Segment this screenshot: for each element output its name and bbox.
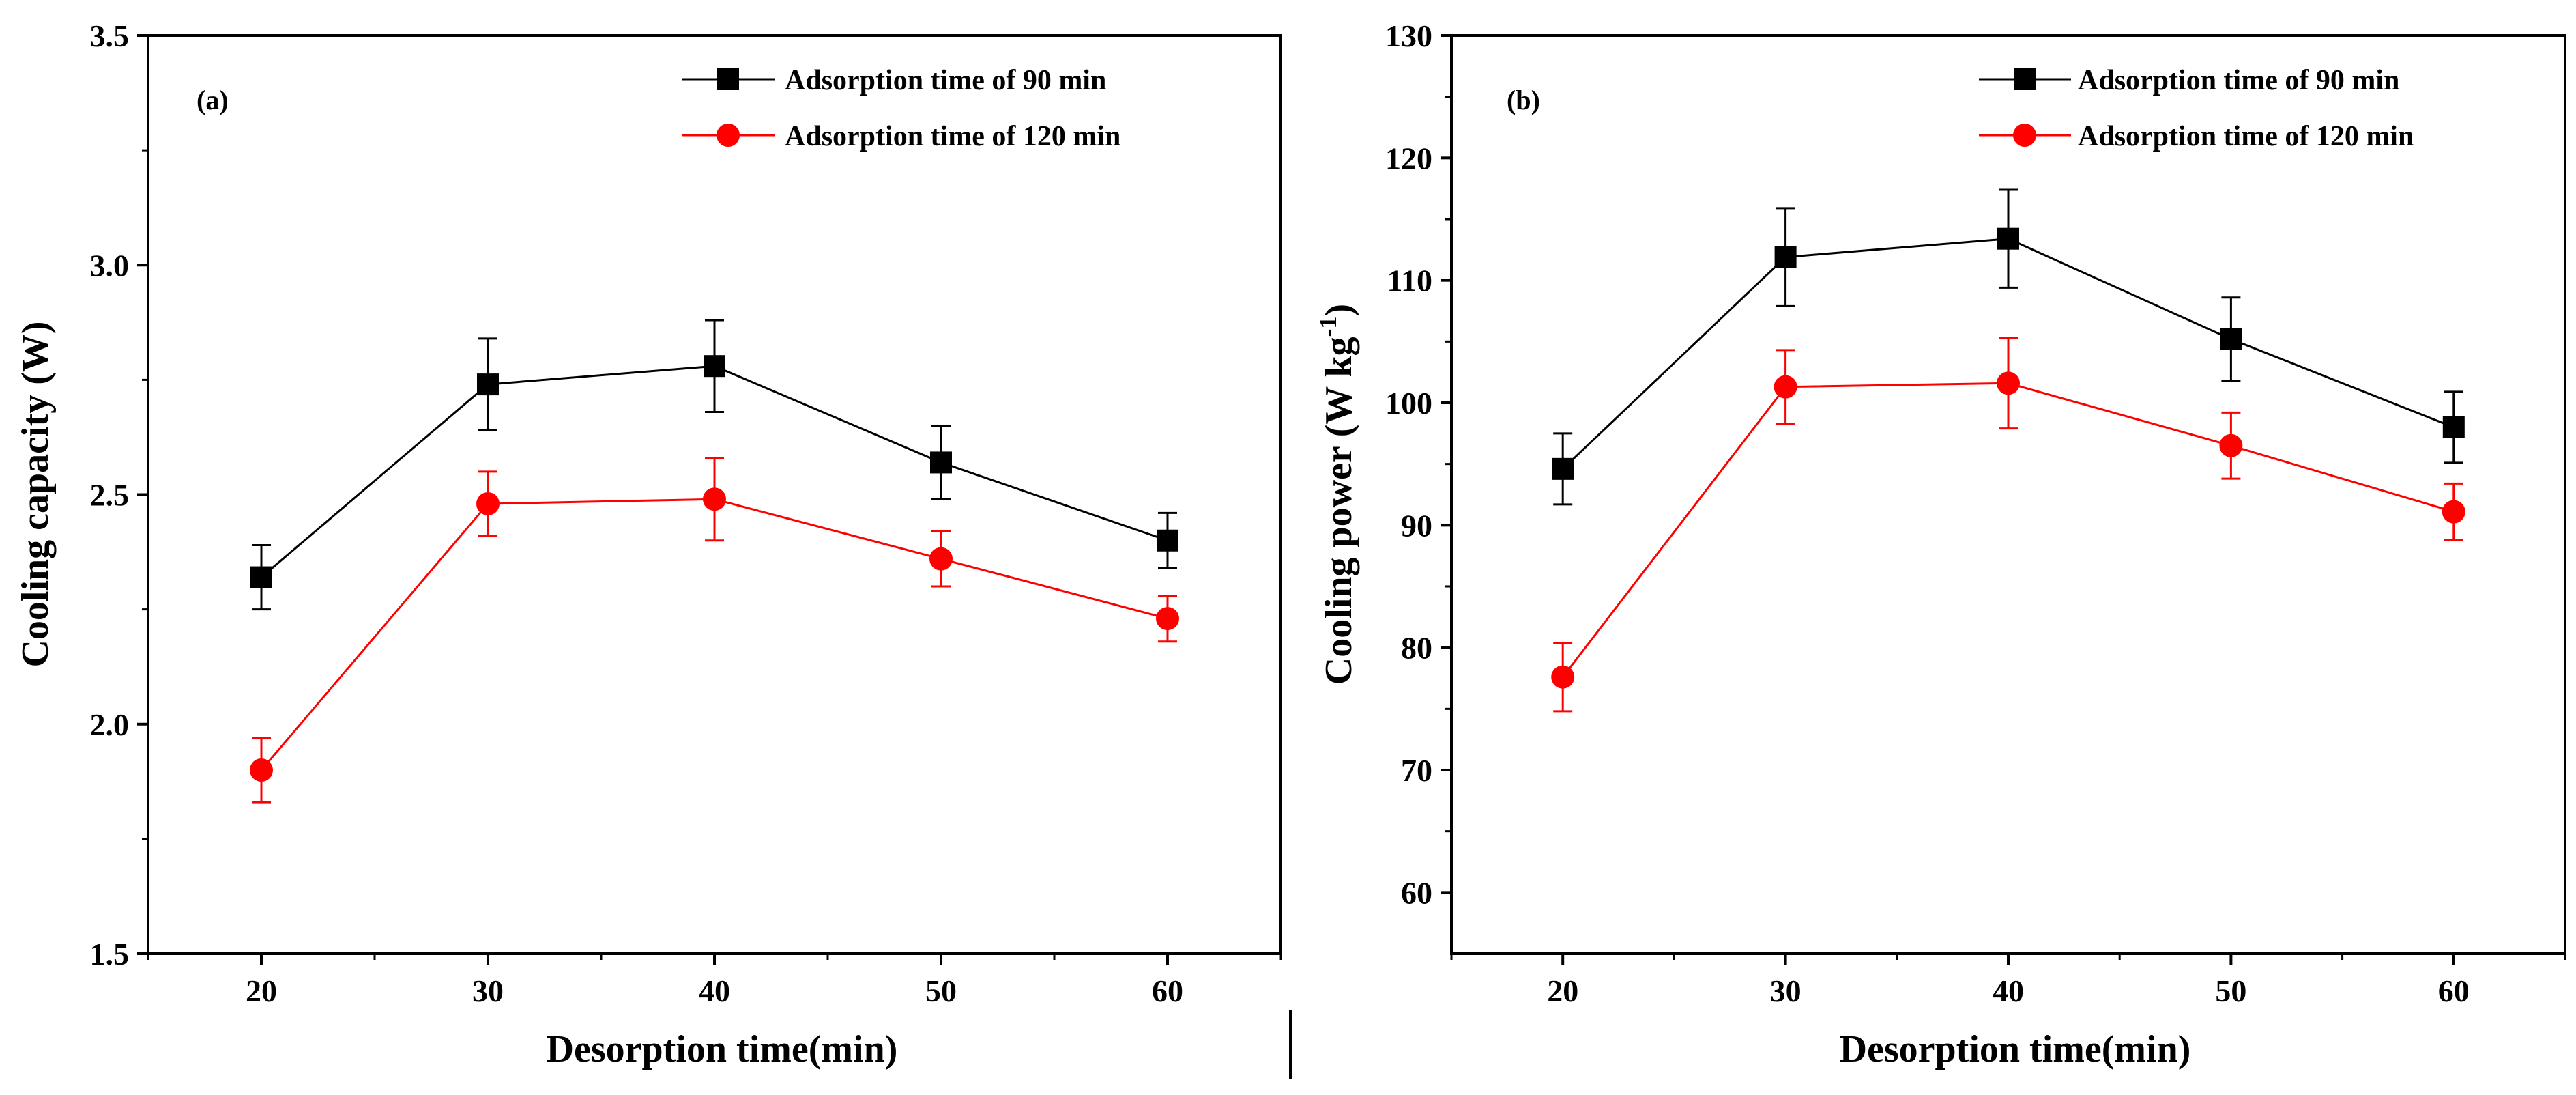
legend: Adsorption time of 90 min Adsorption tim… (682, 65, 1120, 152)
y-tick-label: 130 (1385, 18, 1432, 53)
y-tick-label: 80 (1401, 631, 1432, 666)
legend-marker-90 (2014, 68, 2036, 90)
series-square (250, 319, 1178, 611)
data-point (2219, 433, 2243, 457)
x-tick-label: 20 (1547, 973, 1578, 1008)
data-point (2442, 500, 2465, 524)
legend-label-90: Adsorption time of 90 min (2078, 65, 2399, 96)
panel-label: (a) (197, 85, 229, 115)
data-point (1156, 607, 1179, 631)
x-tick-label: 30 (1770, 973, 1801, 1008)
data-point (1552, 457, 1574, 480)
y-axis-title: Cooling power (W kg-1) (1314, 304, 1360, 685)
y-tick-label: 70 (1401, 753, 1432, 788)
legend-marker-90 (717, 68, 739, 90)
x-axis-title: Desorption time(min) (1840, 1028, 2191, 1070)
x-axis-title: Desorption time(min) (547, 1028, 898, 1070)
data-point (2442, 416, 2465, 438)
series-layer (250, 319, 1179, 804)
x-tick-labels: 20 30 40 50 60 (246, 973, 1183, 1008)
y-tick-label: 110 (1387, 264, 1432, 298)
x-tick-label: 40 (699, 973, 730, 1008)
data-point (704, 355, 725, 378)
y-tick-label: 2.5 (90, 478, 130, 513)
y-tick-labels: 1.5 2.0 2.5 3.0 3.5 (90, 18, 130, 971)
data-point (1774, 375, 1797, 399)
x-tick-labels: 20 30 40 50 60 (1547, 973, 2470, 1008)
y-tick-label: 3.0 (90, 248, 130, 283)
y-tick-label: 100 (1385, 386, 1432, 421)
y-tick-label: 1.5 (90, 937, 130, 971)
y-tick-label: 120 (1385, 141, 1432, 175)
tick-marks (137, 34, 1282, 965)
x-tick-label: 40 (1993, 973, 2024, 1008)
panel-b: 60 70 80 90 100 110 120 130 20 30 40 50 60 (b) Adso… (1314, 18, 2566, 1070)
y-axis-title: Cooling capacity (W) (14, 321, 57, 667)
data-point (250, 758, 273, 782)
x-tick-label: 60 (2438, 973, 2470, 1008)
y-axis-title-main: Cooling power (W kg (1318, 337, 1360, 685)
panel-label: (b) (1507, 85, 1540, 115)
data-point (2220, 328, 2242, 350)
legend-label-120: Adsorption time of 120 min (785, 121, 1120, 152)
panel-a: 1.5 2.0 2.5 3.0 3.5 20 30 40 50 60 (a) Adsorptio… (14, 18, 1282, 1070)
legend-marker-120 (717, 124, 740, 147)
tick-marks (1441, 34, 2566, 965)
data-point (703, 487, 726, 511)
series-layer (1551, 188, 2465, 713)
y-tick-labels: 60 70 80 90 100 110 120 130 (1385, 18, 1432, 910)
legend: Adsorption time of 90 min Adsorption tim… (1979, 65, 2414, 152)
data-point (929, 547, 953, 571)
data-point (250, 566, 272, 588)
data-point (1551, 665, 1575, 689)
legend-label-90: Adsorption time of 90 min (785, 65, 1106, 96)
legend-label-120: Adsorption time of 120 min (2078, 121, 2414, 152)
series-square (1552, 188, 2465, 506)
legend-marker-120 (2013, 124, 2036, 147)
data-point (477, 373, 499, 396)
data-point (476, 492, 500, 515)
data-point (1157, 529, 1178, 552)
x-tick-label: 60 (1152, 973, 1183, 1008)
data-point (1997, 371, 2020, 395)
y-tick-label: 60 (1401, 875, 1432, 910)
y-axis-title-superscript: -1 (1314, 316, 1342, 337)
x-tick-label: 20 (246, 973, 277, 1008)
x-tick-label: 30 (472, 973, 504, 1008)
data-point (1774, 246, 1797, 268)
y-axis-title-suffix: ) (1318, 304, 1360, 317)
data-point (1997, 227, 2019, 250)
x-tick-label: 50 (925, 973, 957, 1008)
x-tick-label: 50 (2215, 973, 2246, 1008)
data-point (930, 451, 952, 474)
y-tick-label: 2.0 (90, 707, 130, 742)
series-circle (250, 457, 1179, 804)
y-tick-label: 3.5 (90, 18, 130, 53)
y-tick-label: 90 (1401, 508, 1432, 543)
series-circle (1551, 337, 2465, 713)
